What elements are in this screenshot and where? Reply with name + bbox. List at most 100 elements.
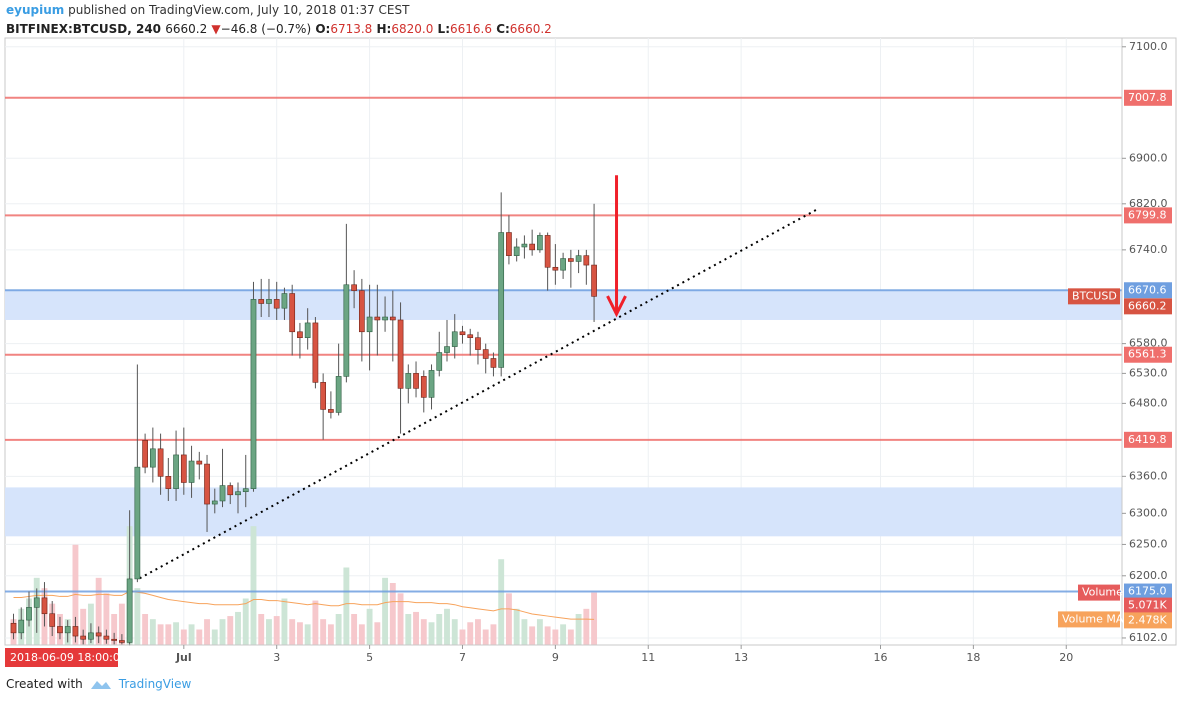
level-label-bg — [1124, 583, 1172, 600]
candle-body — [389, 316, 396, 321]
candle-body — [242, 488, 249, 493]
candle-body — [482, 349, 489, 359]
candle-body — [227, 485, 234, 496]
volume-value-bg — [1124, 597, 1172, 614]
arrow-head — [606, 295, 627, 318]
candle-body — [289, 293, 296, 333]
level-label-bg — [1124, 282, 1172, 299]
author[interactable]: eyupium — [6, 3, 65, 17]
candle-body — [88, 632, 94, 640]
volume-bar — [591, 592, 598, 645]
volume-bar — [219, 619, 226, 645]
candle-body — [521, 243, 528, 248]
candle-body — [428, 370, 435, 398]
candle-body — [335, 376, 342, 413]
candle-body — [250, 299, 257, 489]
volume-bar — [567, 629, 574, 645]
candle-body — [529, 243, 536, 251]
candle-body — [33, 597, 40, 608]
candle-body — [258, 299, 265, 304]
candle-body — [312, 322, 319, 383]
volume-bar — [382, 577, 389, 645]
x-tick-label: 16 — [873, 651, 887, 664]
y-tick-label: 6102.0 — [1129, 631, 1168, 644]
c-label: C: — [496, 22, 510, 36]
volume-ma-value: 2.478K — [1128, 613, 1167, 626]
c-value: 6660.2 — [509, 22, 552, 36]
volume-bar — [111, 614, 118, 645]
level-label: 6175.0 — [1128, 585, 1167, 598]
published: published on TradingView.com, July 10, 2… — [68, 3, 410, 17]
candle-body — [142, 440, 148, 468]
level-label-bg — [1124, 89, 1172, 106]
candle-body — [235, 491, 241, 496]
candle-body — [41, 597, 48, 615]
volume-bar — [467, 622, 474, 645]
volume-bar — [420, 619, 427, 645]
volume-bar — [374, 622, 381, 645]
candle-body — [126, 578, 133, 643]
candle-body — [103, 635, 110, 640]
volume-bar — [343, 567, 350, 645]
volume-bar — [211, 629, 218, 645]
candle-body — [72, 626, 79, 637]
volume-bar — [444, 608, 450, 645]
brand[interactable]: TradingView — [118, 677, 192, 691]
h-value: 6820.0 — [391, 22, 434, 36]
candle-body — [537, 235, 543, 251]
volume-ma-value-bg — [1124, 612, 1172, 629]
candle-body — [451, 331, 458, 347]
volume-bar — [242, 598, 249, 645]
volume-bar — [103, 593, 110, 645]
candle-body — [351, 284, 357, 291]
volume-bar — [95, 577, 102, 645]
volume-bar — [296, 622, 303, 645]
plot-background — [4, 37, 1123, 646]
candle-body — [80, 635, 87, 640]
volume-bar — [289, 619, 296, 645]
y-tick-label: 6580.0 — [1129, 337, 1168, 350]
volume-bar — [118, 603, 125, 645]
level-label-bg — [1124, 346, 1172, 363]
o-label: O: — [315, 22, 331, 36]
candle-body — [575, 255, 582, 262]
volume-ma-name: Volume MA — [1062, 612, 1124, 625]
y-tick-label: 6250.0 — [1129, 537, 1168, 550]
volume-bar — [552, 629, 559, 645]
volume-bar — [490, 624, 497, 645]
candle-body — [544, 235, 551, 268]
volume-bar — [366, 608, 373, 645]
volume-bar — [250, 526, 257, 645]
logo — [90, 681, 111, 689]
candle-body — [552, 266, 559, 271]
candle-body — [304, 322, 311, 338]
candle-body — [420, 376, 427, 398]
candle-body — [591, 264, 597, 297]
level-label: 6561.3 — [1128, 348, 1167, 361]
y-tick-label: 6530.0 — [1129, 366, 1168, 379]
volume-value: 5.071K — [1128, 599, 1167, 612]
volume-bar — [505, 593, 512, 645]
candle-body — [273, 299, 280, 309]
volume-bar — [320, 619, 327, 645]
candle-body — [328, 409, 334, 413]
volume-ma-name-bg — [1058, 611, 1120, 628]
x-tick-label: 9 — [552, 651, 559, 664]
y-tick-label: 6900.0 — [1129, 151, 1168, 164]
zone — [5, 487, 1122, 537]
volume-bar — [312, 600, 319, 645]
candle-body — [165, 476, 172, 489]
volume-bar — [165, 624, 172, 645]
volume-bar — [188, 624, 195, 645]
volume-bar — [149, 619, 156, 645]
candle-body — [297, 331, 303, 338]
zone — [5, 290, 1122, 320]
candle-body — [188, 460, 195, 483]
x-tick-label: 11 — [641, 651, 655, 664]
volume-bar — [358, 624, 365, 645]
volume-bar — [142, 614, 149, 645]
y-tick-label: 6480.0 — [1129, 396, 1168, 409]
cursor-date: 2018-06-09 18:00:00 — [10, 651, 127, 664]
candle-body — [180, 454, 187, 483]
